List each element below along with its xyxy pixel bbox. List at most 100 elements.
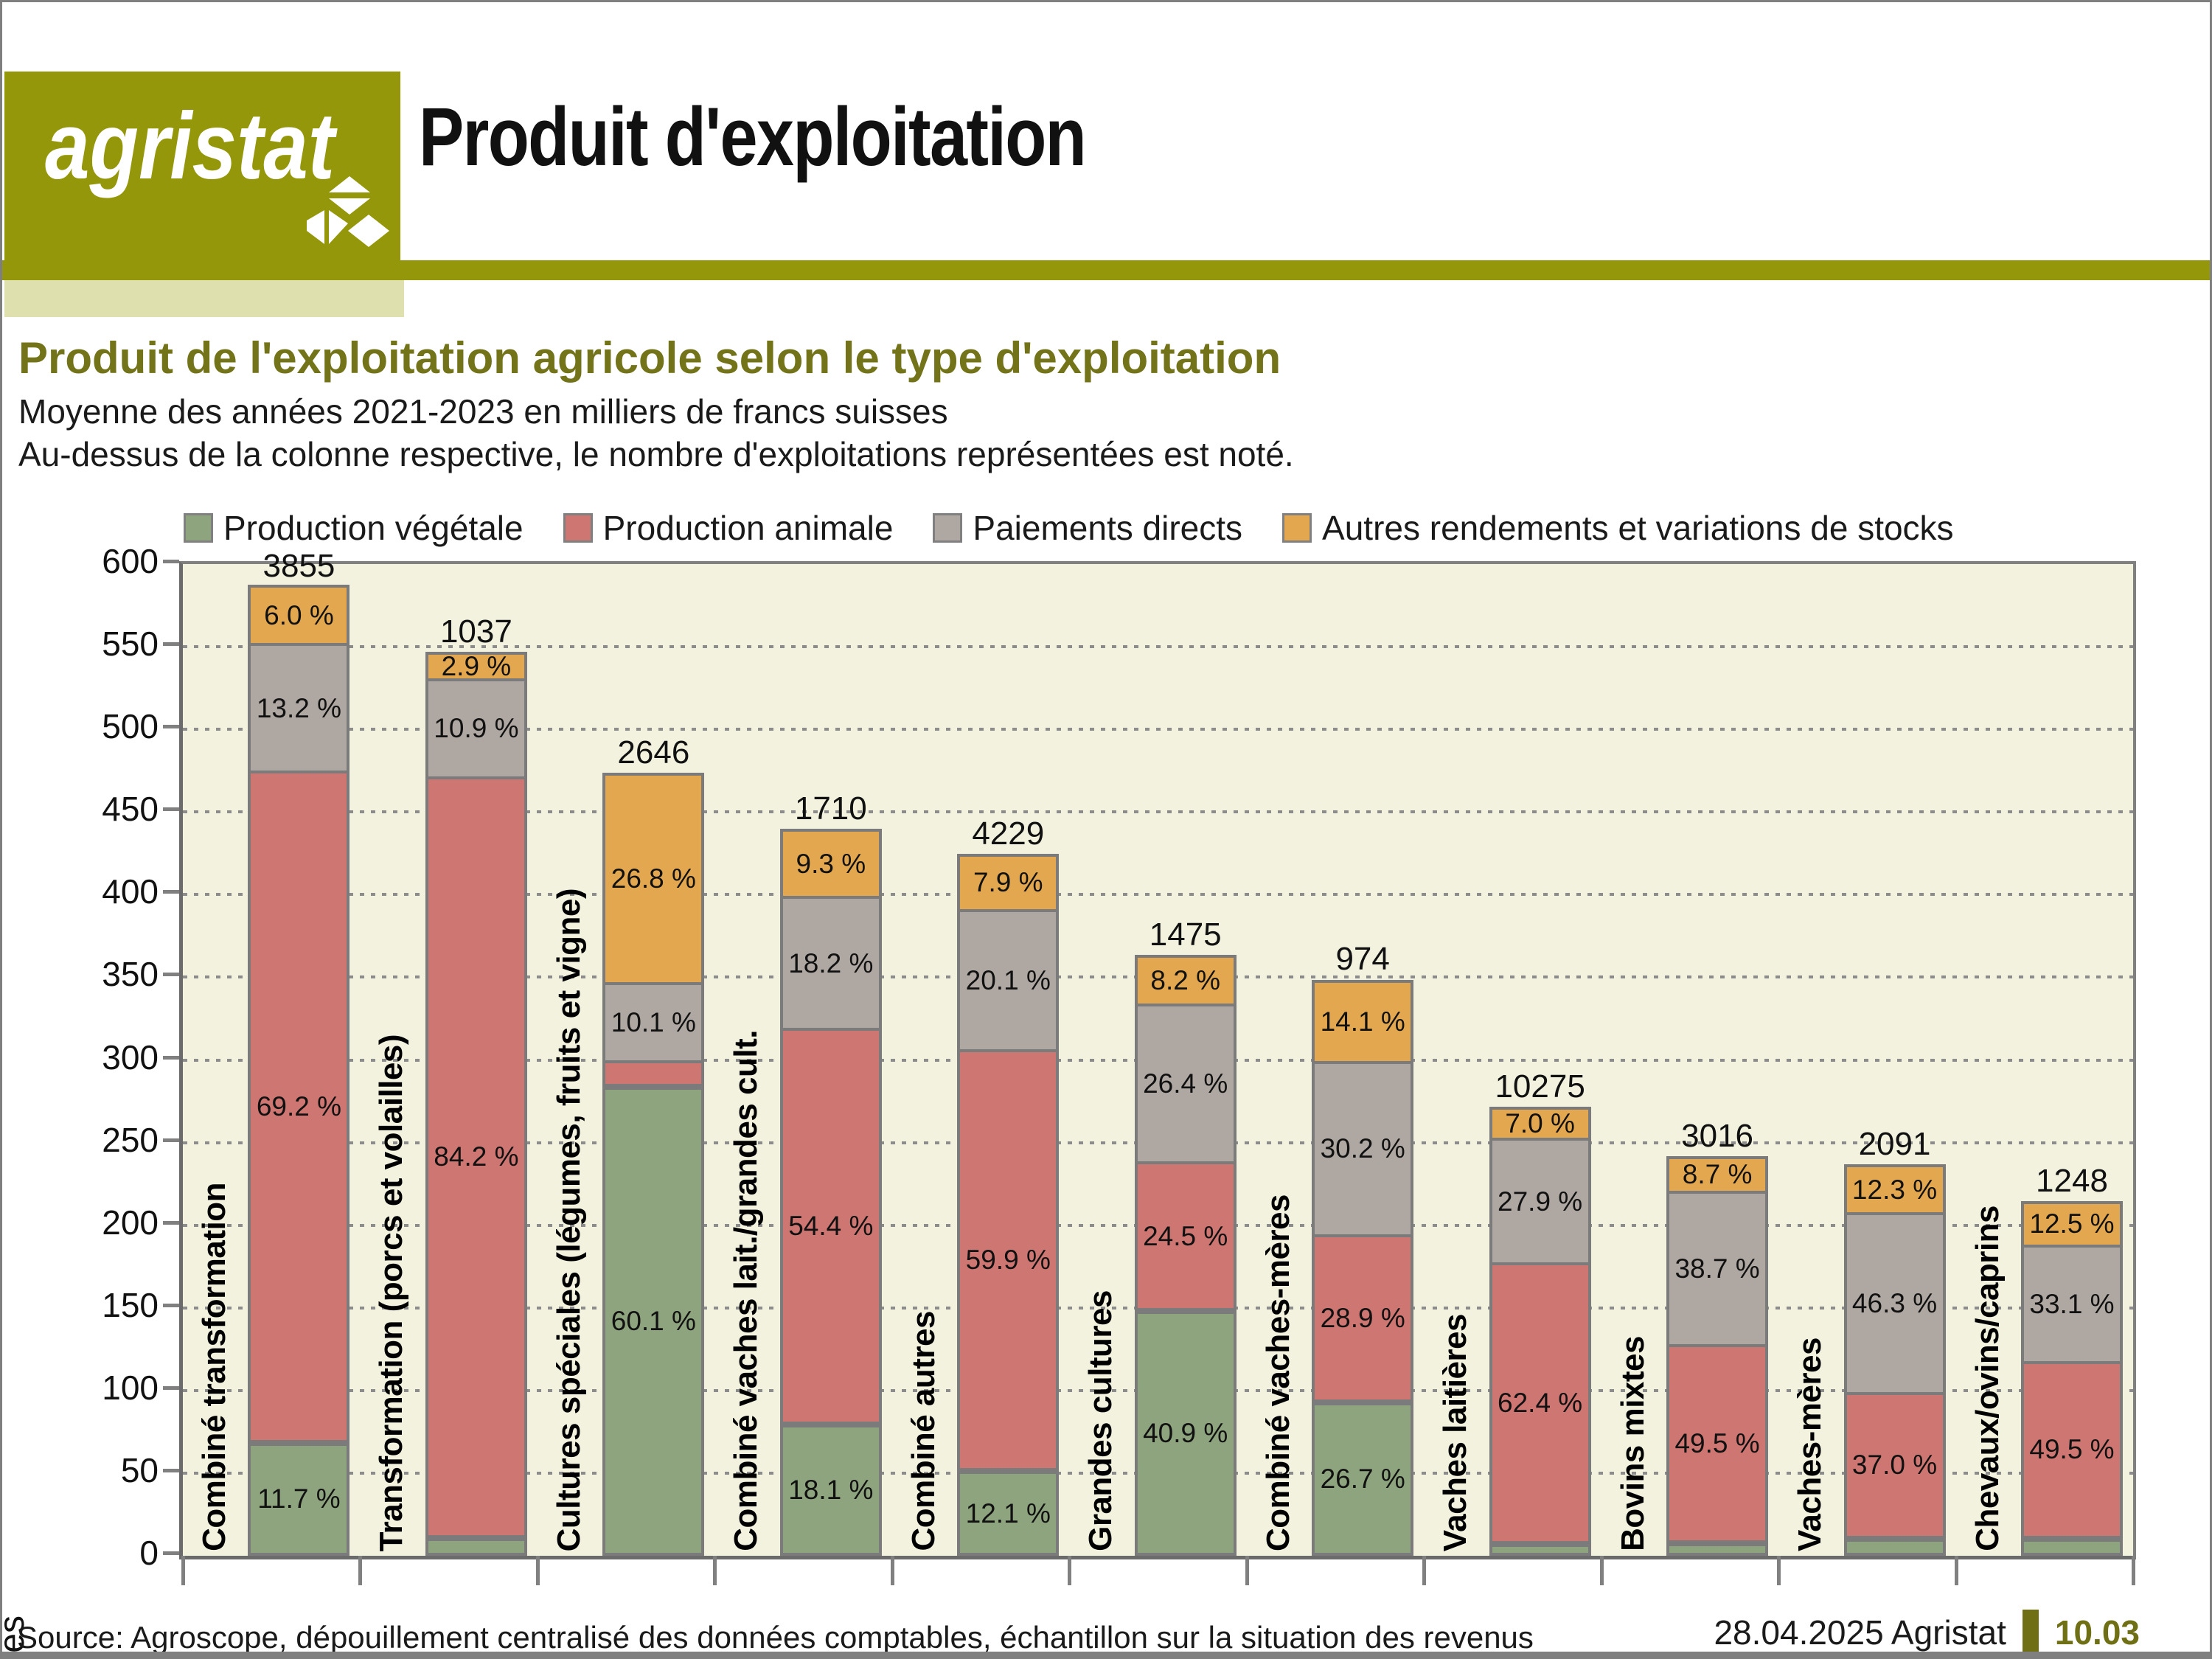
bar-segment: 26.4 %	[1134, 1004, 1237, 1165]
footer-right: 28.04.2025 Agristat 10.03	[1714, 1610, 2140, 1655]
segment-percent-label: 8.7 %	[1682, 1159, 1753, 1190]
agristat-logo-mark-icon	[307, 176, 389, 247]
y-tick-label: 200	[102, 1203, 159, 1242]
segment-percent-label: 14.1 %	[1320, 1006, 1405, 1037]
bar-count-label: 2091	[1858, 1126, 1931, 1163]
bar-category-label: Combiné vaches lait./grandes cult.	[728, 1030, 765, 1551]
gridline	[183, 728, 2133, 731]
bar-segment: 69.2 %	[248, 771, 350, 1443]
bar-count-label: 3855	[262, 547, 335, 584]
y-tick-mark	[163, 1138, 179, 1142]
bar-segment: 33.1 %	[2021, 1245, 2123, 1365]
legend-item: Autres rendements et variations de stock…	[1282, 508, 1954, 548]
segment-percent-label: 7.0 %	[1505, 1107, 1575, 1138]
bar-segment: 8.7 %	[1666, 1156, 1769, 1194]
segment-percent-label: 6.0 %	[264, 599, 334, 630]
x-tick-mark	[1245, 1556, 1249, 1585]
segment-percent-label: 28.9 %	[1320, 1302, 1405, 1333]
y-tick-label: 250	[102, 1120, 159, 1159]
segment-percent-label: 11.7 %	[257, 1484, 341, 1514]
agristat-logo: agristat	[4, 72, 400, 260]
bar-segment: 12.1 %	[957, 1471, 1060, 1556]
y-tick-label: 400	[102, 872, 159, 911]
legend-item: Production végétale	[184, 508, 524, 548]
bar-segment: 37.0 %	[1843, 1391, 1946, 1539]
stacked-bar: 37.0 % 46.3 % 12.3 %	[1843, 1164, 1946, 1556]
segment-percent-label: 2.9 %	[441, 651, 512, 682]
bar-category-label: Vaches-mères	[1792, 1338, 1829, 1551]
bar-segment: 26.8 %	[602, 772, 705, 985]
legend-label: Production végétale	[223, 509, 524, 547]
segment-percent-label: 59.9 %	[965, 1245, 1051, 1276]
bar-count-label: 1037	[439, 613, 512, 650]
footer-date: 28.04.2025 Agristat	[1714, 1613, 2006, 1652]
legend: Production végétale Production animale Pai…	[184, 508, 1954, 548]
y-tick-label: 500	[102, 707, 159, 746]
x-tick-mark	[713, 1556, 717, 1585]
bar-segment: 30.2 %	[1312, 1060, 1414, 1237]
y-tick-label: 150	[102, 1285, 159, 1324]
gridline	[183, 810, 2133, 814]
y-tick-label: 0	[139, 1534, 159, 1572]
y-tick-mark	[163, 973, 179, 977]
agristat-logo-text: agristat	[45, 94, 335, 199]
stacked-bar: 11.7 % 69.2 % 13.2 % 6.0 %	[248, 585, 350, 1556]
segment-percent-label: 38.7 %	[1674, 1253, 1760, 1284]
stacked-bar: 26.7 % 28.9 % 30.2 % 14.1 %	[1312, 979, 1414, 1556]
bar-segment: 49.5 %	[2021, 1361, 2123, 1539]
y-axis: Milliers de francs suisses 0501001502002…	[2, 542, 179, 1657]
segment-percent-label: 49.5 %	[2029, 1434, 2115, 1465]
legend-item: Paiements directs	[933, 508, 1242, 548]
segment-percent-label: 26.8 %	[611, 863, 696, 894]
legend-swatch	[933, 513, 963, 543]
legend-item: Production animale	[563, 508, 893, 548]
x-tick-mark	[890, 1556, 894, 1585]
bar-segment: 9.3 %	[779, 829, 882, 900]
footer-divider-bar	[2022, 1610, 2039, 1655]
chart-plot: 11.7 % 69.2 % 13.2 % 6.0 % 3855 Combiné trans…	[179, 548, 2136, 1585]
bar-segment: 49.5 %	[1666, 1344, 1769, 1544]
bar-count-label: 3016	[1681, 1118, 1754, 1154]
bar-category-label: Chevaux/ovins/caprins	[1969, 1206, 2006, 1551]
segment-percent-label: 20.1 %	[965, 964, 1051, 995]
stacked-bar: 18.1 % 54.4 % 18.2 % 9.3 %	[779, 829, 882, 1556]
x-tick-mark	[181, 1556, 185, 1585]
segment-percent-label: 62.4 %	[1498, 1387, 1583, 1418]
bar-segment: 60.1 %	[602, 1087, 705, 1556]
legend-label: Paiements directs	[973, 509, 1243, 547]
bar-segment: 10.1 %	[602, 981, 705, 1064]
bar-count-label: 2646	[617, 734, 690, 771]
legend-swatch	[1282, 513, 1312, 543]
segment-percent-label: 40.9 %	[1143, 1418, 1228, 1449]
bar-segment: 26.7 %	[1312, 1402, 1414, 1556]
y-tick-label: 450	[102, 790, 159, 829]
bar-category-label: Combiné autres	[905, 1311, 942, 1551]
bar-segment: 6.0 %	[248, 585, 350, 646]
segment-percent-label: 54.4 %	[788, 1211, 874, 1242]
stacked-bar: 84.2 % 10.9 % 2.9 %	[425, 651, 527, 1556]
segment-percent-label: 49.5 %	[1674, 1428, 1760, 1459]
bar-count-label: 1475	[1149, 916, 1222, 953]
bar-segment	[1666, 1543, 1769, 1556]
x-tick-mark	[2132, 1556, 2135, 1585]
bar-segment	[1843, 1538, 1946, 1556]
y-tick-mark	[163, 807, 179, 812]
y-tick-mark	[163, 1468, 179, 1472]
bar-segment: 12.3 %	[1843, 1164, 1946, 1216]
y-tick-mark	[163, 642, 179, 647]
bar-segment	[425, 1537, 527, 1556]
segment-percent-label: 12.3 %	[1851, 1174, 1938, 1205]
stacked-bar: 49.5 % 33.1 % 12.5 %	[2021, 1200, 2123, 1556]
segment-percent-label: 12.1 %	[965, 1498, 1051, 1528]
bar-segment: 18.2 %	[779, 896, 882, 1032]
y-tick-mark	[163, 1055, 179, 1060]
y-tick-mark	[163, 1385, 179, 1390]
x-tick-mark	[1422, 1556, 1427, 1585]
segment-percent-label: 10.9 %	[434, 713, 519, 744]
bottom-rule	[2, 1652, 2210, 1657]
x-tick-mark	[1068, 1556, 1072, 1585]
y-tick-mark	[163, 1220, 179, 1225]
legend-label: Autres rendements et variations de stock…	[1322, 509, 1954, 547]
chart-heading: Produit de l'exploitation agricole selon…	[18, 333, 1281, 383]
